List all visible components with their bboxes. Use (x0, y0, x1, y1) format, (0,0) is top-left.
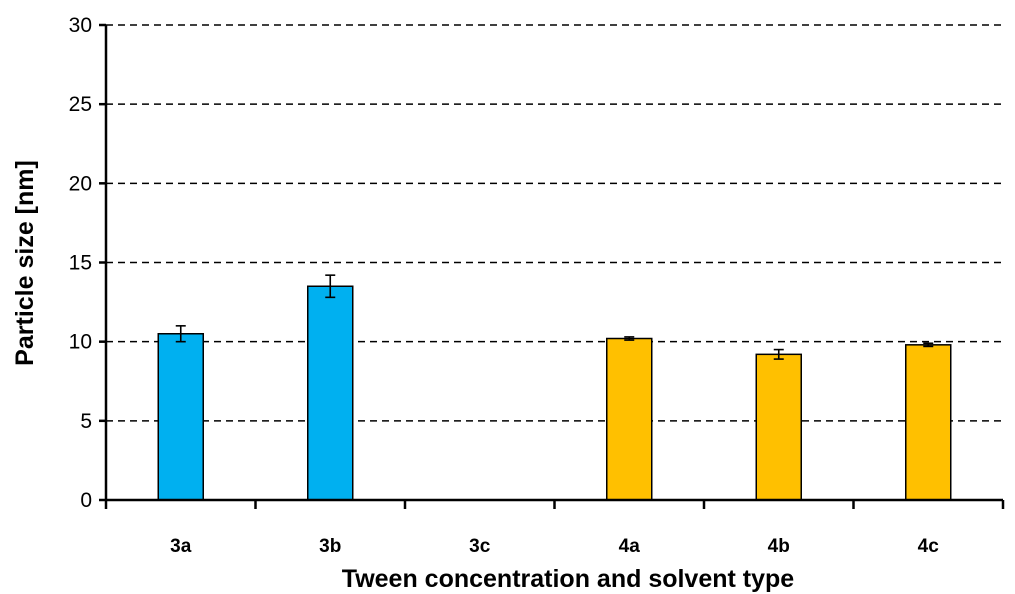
bar-4b (755, 353, 802, 501)
bar-3a (157, 333, 204, 501)
y-axis-title: Particle size [nm] (11, 160, 39, 366)
x-tick-label-3a: 3a (170, 536, 192, 557)
x-tick-label-4c: 4c (918, 536, 940, 557)
gridlines (106, 24, 1003, 422)
x-tick-label-3b: 3b (319, 536, 341, 557)
error-bar-3b (325, 274, 336, 299)
y-tick-label: 10 (69, 331, 92, 354)
x-tick-label-4a: 4a (619, 536, 641, 557)
y-tick-label: 25 (69, 93, 92, 116)
x-tick-label-3c: 3c (469, 536, 491, 557)
error-bar-3a (175, 325, 186, 343)
bar-4a (606, 337, 653, 501)
y-tick-label: 20 (69, 172, 92, 195)
x-tick-label-4b: 4b (768, 536, 790, 557)
bars (157, 285, 952, 501)
error-bar-4b (773, 348, 784, 360)
tick-labels: 0 5 10 15 20 25 30 3a 3b 3c 4a 4b 4c (69, 14, 940, 557)
y-tick-label: 30 (69, 14, 92, 37)
error-bars (175, 274, 934, 360)
bar-3b (307, 285, 354, 501)
bar-4c (905, 344, 952, 501)
error-bar-4a (624, 336, 635, 341)
y-tick-label: 5 (80, 410, 92, 433)
x-axis-title: Tween concentration and solvent type (342, 565, 794, 593)
y-tick-label: 0 (80, 489, 92, 512)
axes (99, 23, 1005, 509)
error-bar-4c (923, 342, 934, 348)
y-tick-label: 15 (69, 252, 92, 275)
